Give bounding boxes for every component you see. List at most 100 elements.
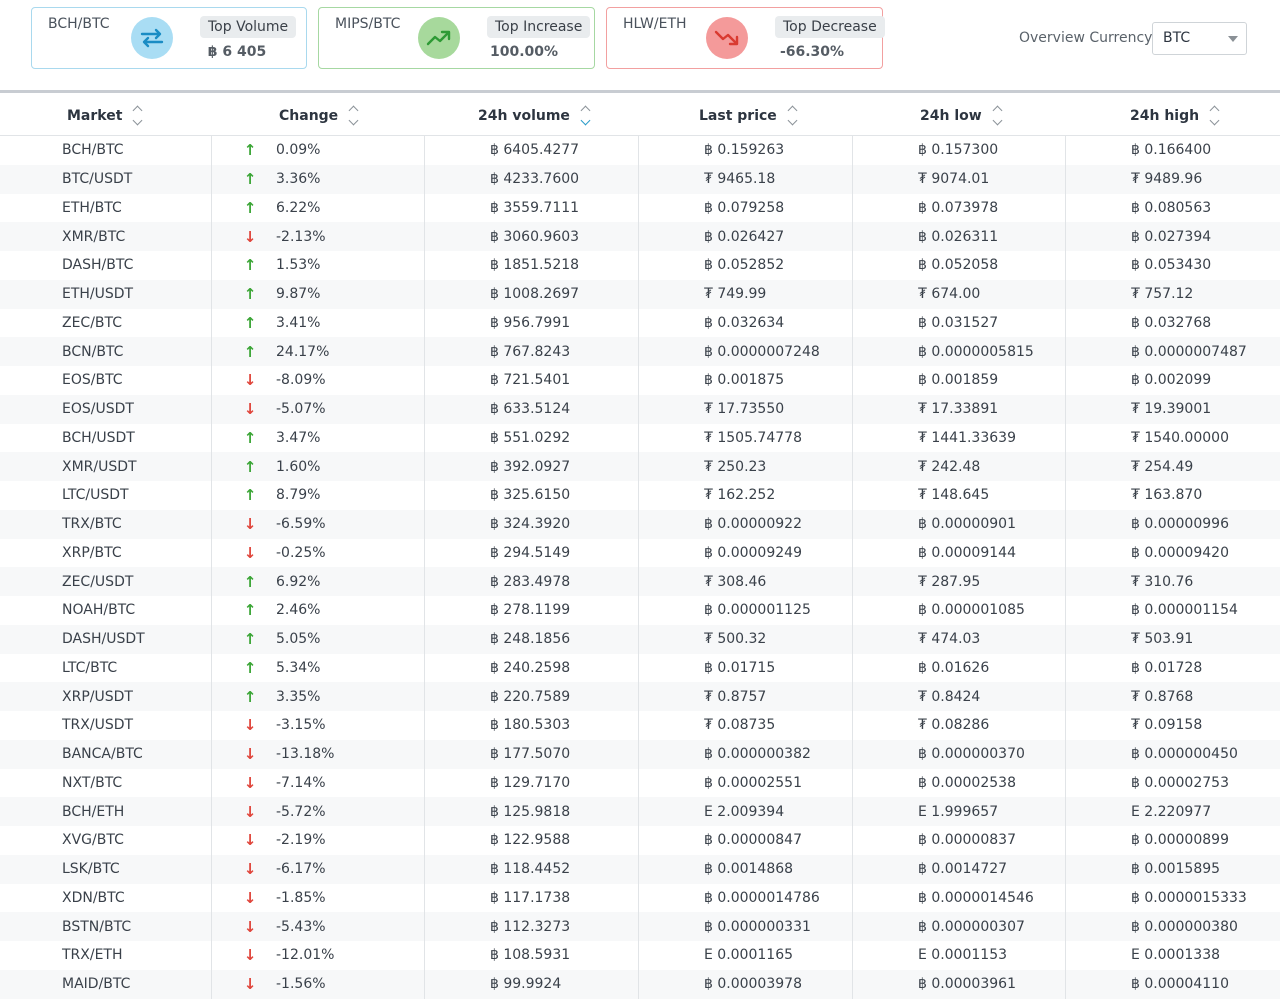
table-row[interactable]: ZEC/BTC ↑ 3.41% ฿ 956.7991 ฿ 0.032634 ฿ 0.031… [0,308,1280,338]
table-row[interactable]: BCH/BTC ↑ 0.09% ฿ 6405.4277 ฿ 0.159263 ฿ 0.15… [0,136,1280,165]
market-cell: ETH/USDT [0,279,212,309]
sort-icon [787,105,798,126]
table-row[interactable]: LSK/BTC ↓ -6.17% ฿ 118.4452 ฿ 0.0014868 ฿ 0.0… [0,854,1280,884]
change-cell: ↓ -5.43% [212,912,425,941]
arrow-down-icon: ↓ [243,400,257,419]
market-cell: XVG/BTC [0,826,212,855]
change-value: 9.87% [276,286,321,303]
volume-cell: ฿ 112.3273 [425,912,639,941]
table-row[interactable]: XVG/BTC ↓ -2.19% ฿ 122.9588 ฿ 0.00000847 ฿ 0.… [0,826,1280,855]
table-row[interactable]: ETH/USDT ↑ 9.87% ฿ 1008.2697 ₮ 749.99 ₮ 674.0… [0,279,1280,309]
change-cell: ↑ 3.47% [212,423,425,453]
low-cell: ฿ 0.00000901 [853,509,1066,539]
top-decrease-card[interactable]: HLW/ETH Top Decrease -66.30% [606,7,885,69]
table-row[interactable]: MAID/BTC ↓ -1.56% ฿ 99.9924 ฿ 0.00003978 ฿ 0.… [0,969,1280,999]
table-row[interactable]: BCH/ETH ↓ -5.72% ฿ 125.9818 Ε 2.009394 Ε 1.99… [0,797,1280,826]
header-label: Change [279,107,339,124]
table-row[interactable]: BCN/BTC ↑ 24.17% ฿ 767.8243 ฿ 0.0000007248 ฿ … [0,337,1280,366]
table-row[interactable]: DASH/BTC ↑ 1.53% ฿ 1851.5218 ฿ 0.052852 ฿ 0.0… [0,251,1280,280]
market-cell: DASH/BTC [0,251,212,280]
low-cell: ₮ 242.48 [853,452,1066,481]
volume-cell: ฿ 125.9818 [425,797,639,826]
last-price-cell: ฿ 0.00000847 [639,826,853,855]
trending-up-icon [418,17,460,59]
low-cell: ₮ 474.03 [853,624,1066,654]
change-cell: ↑ 9.87% [212,279,425,309]
change-cell: ↑ 3.35% [212,682,425,711]
arrow-down-icon: ↓ [243,917,257,936]
card-pair: MIPS/BTC [335,16,401,32]
last-price-cell: ₮ 17.73550 [639,394,853,424]
low-cell: ₮ 0.8424 [853,682,1066,711]
overview-currency-select[interactable]: BTC [1152,22,1247,55]
change-cell: ↑ 5.05% [212,624,425,654]
last-price-cell: ฿ 0.000000382 [639,739,853,769]
table-row[interactable]: ZEC/USDT ↑ 6.92% ฿ 283.4978 ₮ 308.46 ₮ 287.95… [0,567,1280,596]
table-row[interactable]: BSTN/BTC ↓ -5.43% ฿ 112.3273 ฿ 0.000000331 ฿ … [0,912,1280,941]
header-last-price[interactable]: Last price [639,96,853,135]
header-change[interactable]: Change [212,96,425,135]
last-price-cell: ₮ 308.46 [639,567,853,596]
table-row[interactable]: EOS/BTC ↓ -8.09% ฿ 721.5401 ฿ 0.001875 ฿ 0.00… [0,366,1280,395]
change-cell: ↑ 0.09% [212,136,425,165]
table-row[interactable]: NOAH/BTC ↑ 2.46% ฿ 278.1199 ฿ 0.000001125 ฿ 0… [0,596,1280,625]
table-row[interactable]: XDN/BTC ↓ -1.85% ฿ 117.1738 ฿ 0.0000014786 ฿ … [0,883,1280,913]
table-row[interactable]: LTC/BTC ↑ 5.34% ฿ 240.2598 ฿ 0.01715 ฿ 0.0162… [0,653,1280,683]
table-row[interactable]: BANCA/BTC ↓ -13.18% ฿ 177.5070 ฿ 0.000000382… [0,739,1280,769]
last-price-cell: ₮ 749.99 [639,279,853,309]
arrow-down-icon: ↓ [243,371,257,390]
volume-cell: ฿ 3060.9603 [425,222,639,251]
last-price-cell: ฿ 0.0014868 [639,854,853,884]
market-cell: XRP/BTC [0,538,212,568]
arrow-down-icon: ↓ [243,975,257,994]
arrow-up-icon: ↑ [243,313,257,332]
header-24h-volume[interactable]: 24h volume [425,96,639,135]
table-row[interactable]: BTC/USDT ↑ 3.36% ฿ 4233.7600 ₮ 9465.18 ₮ 9074… [0,164,1280,194]
change-cell: ↓ -3.15% [212,711,425,740]
volume-cell: ฿ 551.0292 [425,423,639,453]
table-row[interactable]: XRP/BTC ↓ -0.25% ฿ 294.5149 ฿ 0.00009249 ฿ 0.… [0,538,1280,568]
table-row[interactable]: XMR/BTC ↓ -2.13% ฿ 3060.9603 ฿ 0.026427 ฿ 0.0… [0,222,1280,251]
market-cell: LSK/BTC [0,854,212,884]
table-row[interactable]: TRX/BTC ↓ -6.59% ฿ 324.3920 ฿ 0.00000922 ฿ 0.… [0,509,1280,539]
low-cell: ฿ 0.000000370 [853,739,1066,769]
last-price-cell: ฿ 0.00009249 [639,538,853,568]
change-cell: ↓ -6.17% [212,854,425,884]
change-value: 3.41% [276,314,321,331]
header-market[interactable]: Market [0,96,212,135]
volume-cell: ฿ 180.5303 [425,711,639,740]
table-row[interactable]: BCH/USDT ↑ 3.47% ฿ 551.0292 ₮ 1505.74778 ₮ 14… [0,423,1280,453]
volume-cell: ฿ 1008.2697 [425,279,639,309]
header-24h-low[interactable]: 24h low [853,96,1066,135]
volume-cell: ฿ 721.5401 [425,366,639,395]
table-row[interactable]: LTC/USDT ↑ 8.79% ฿ 325.6150 ₮ 162.252 ₮ 148.6… [0,481,1280,510]
table-row[interactable]: EOS/USDT ↓ -5.07% ฿ 633.5124 ₮ 17.73550 ₮ 17.… [0,394,1280,424]
table-row[interactable]: TRX/ETH ↓ -12.01% ฿ 108.5931 Ε 0.0001165 Ε 0.… [0,941,1280,970]
card-value: -66.30% [779,44,845,60]
table-row[interactable]: NXT/BTC ↓ -7.14% ฿ 129.7170 ฿ 0.00002551 ฿ 0.… [0,768,1280,798]
table-row[interactable]: TRX/USDT ↓ -3.15% ฿ 180.5303 ₮ 0.08735 ₮ 0.08… [0,711,1280,740]
table-row[interactable]: DASH/USDT ↑ 5.05% ฿ 248.1856 ₮ 500.32 ₮ 474.0… [0,624,1280,654]
market-cell: ETH/BTC [0,193,212,223]
market-cell: ZEC/USDT [0,567,212,596]
volume-cell: ฿ 633.5124 [425,394,639,424]
change-value: 6.22% [276,199,321,216]
header-label: 24h volume [478,107,570,124]
top-volume-card[interactable]: BCH/BTC Top Volume ฿ 6 405 [31,7,307,69]
trending-down-icon [706,17,748,59]
table-row[interactable]: XMR/USDT ↑ 1.60% ฿ 392.0927 ₮ 250.23 ₮ 242.48… [0,452,1280,481]
table-row[interactable]: XRP/USDT ↑ 3.35% ฿ 220.7589 ₮ 0.8757 ₮ 0.8424… [0,682,1280,711]
high-cell: ฿ 0.080563 [1131,199,1212,216]
change-cell: ↓ -8.09% [212,366,425,395]
high-cell: ₮ 1540.00000 [1131,429,1229,446]
low-cell: ₮ 287.95 [853,567,1066,596]
high-cell: ฿ 0.027394 [1131,228,1212,245]
sort-icon [348,105,359,126]
header-24h-high[interactable]: 24h high [1066,96,1280,135]
arrow-down-icon: ↓ [243,745,257,764]
high-cell: ₮ 757.12 [1131,286,1194,303]
table-row[interactable]: ETH/BTC ↑ 6.22% ฿ 3559.7111 ฿ 0.079258 ฿ 0.07… [0,193,1280,223]
header-label: 24h low [920,107,982,124]
top-increase-card[interactable]: MIPS/BTC Top Increase 100.00% [318,7,595,69]
market-cell: TRX/ETH [0,941,212,970]
